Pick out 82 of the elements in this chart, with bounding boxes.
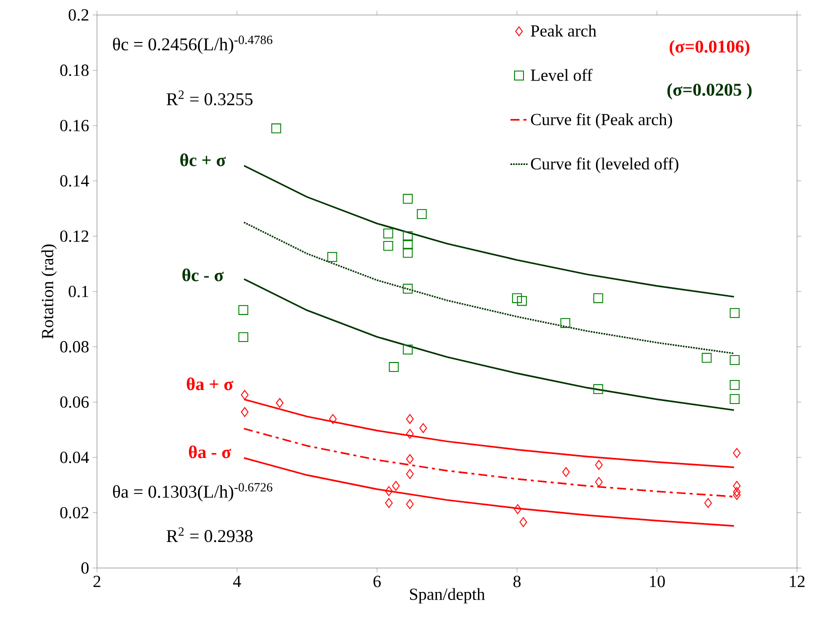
point (730, 308, 740, 318)
point (271, 123, 282, 134)
y-tick-label: 0 (81, 562, 89, 574)
point (238, 332, 248, 342)
point (419, 423, 428, 434)
legend-label: Curve fit (leveled off) (530, 157, 678, 173)
point (732, 480, 741, 491)
point (402, 240, 413, 250)
legend-label: Peak arch (530, 24, 596, 37)
point (240, 390, 249, 400)
annotation: (σ=0.0106) (670, 40, 750, 56)
point (402, 194, 413, 204)
point (276, 398, 284, 408)
y-tick-label: 0.18 (60, 64, 89, 76)
y-tick-label: 0.16 (60, 120, 89, 132)
y-tick-label: 0.12 (60, 230, 88, 242)
x-tick-label: 2 (94, 576, 100, 587)
point (593, 384, 604, 394)
point (595, 477, 603, 487)
y-tick-label: 0.14 (60, 175, 89, 187)
point (595, 460, 603, 470)
point (406, 469, 414, 479)
point (329, 414, 337, 424)
y-tick-label: 0.02 (60, 506, 88, 518)
point (730, 355, 740, 365)
annotation: R$^{2}$ = 0.3255 (166, 90, 253, 106)
annotation: θc - σ (182, 268, 224, 282)
point (512, 293, 522, 304)
point (388, 362, 399, 372)
annotation: (σ=0.0205 ) (667, 83, 752, 100)
point (406, 428, 414, 439)
line-series (243, 222, 735, 354)
x-tick-label: 10 (650, 576, 665, 588)
point (514, 504, 522, 514)
y-axis-title: Rotation (rad) (41, 244, 57, 339)
point (392, 480, 400, 491)
point (560, 318, 570, 328)
x-tick-label: 6 (374, 576, 381, 588)
point (730, 380, 740, 390)
point (406, 499, 414, 510)
x-tick-label: 8 (513, 576, 521, 588)
point (385, 498, 393, 508)
y-tick-label: 0.04 (60, 452, 89, 464)
point (516, 296, 527, 306)
point (402, 284, 413, 294)
y-tick-label: 0.1 (68, 286, 88, 298)
annotation: θc = 0.2456(L/h)$^{-0.4786}$ (113, 36, 272, 54)
point (402, 344, 413, 354)
point (732, 490, 741, 500)
legend-label: Level off (530, 68, 593, 81)
point (593, 293, 604, 304)
point (732, 487, 741, 497)
point (406, 414, 414, 424)
point (383, 228, 394, 238)
point (519, 517, 528, 528)
point (406, 454, 414, 464)
point (385, 486, 393, 496)
annotation: θa + σ (186, 377, 234, 390)
y-tick-label: 0.2 (68, 9, 88, 21)
annotation: θc + σ (180, 154, 226, 166)
point (238, 305, 248, 315)
point (562, 467, 570, 477)
annotation: R$^{2}$ = 0.2938 (166, 527, 253, 542)
y-tick-label: 0.08 (60, 341, 89, 353)
y-tick-label: 0.06 (60, 396, 89, 408)
annotation: θa = 0.1303(L/h)$^{-0.6726}$ (113, 483, 272, 502)
annotation: θa - σ (188, 446, 232, 458)
point (702, 352, 712, 363)
point (402, 248, 413, 258)
x-tick-label: 4 (233, 576, 241, 587)
point (730, 394, 740, 404)
line-series (243, 278, 735, 411)
point (732, 448, 741, 458)
legend-label: Curve fit (Peak arch) (530, 113, 672, 129)
point (240, 407, 249, 417)
point (383, 240, 394, 251)
point (327, 252, 338, 262)
point (402, 231, 413, 242)
x-axis-title: Span/depth (410, 588, 485, 604)
x-tick-label: 12 (790, 576, 805, 587)
point (416, 209, 427, 220)
point (704, 498, 712, 508)
